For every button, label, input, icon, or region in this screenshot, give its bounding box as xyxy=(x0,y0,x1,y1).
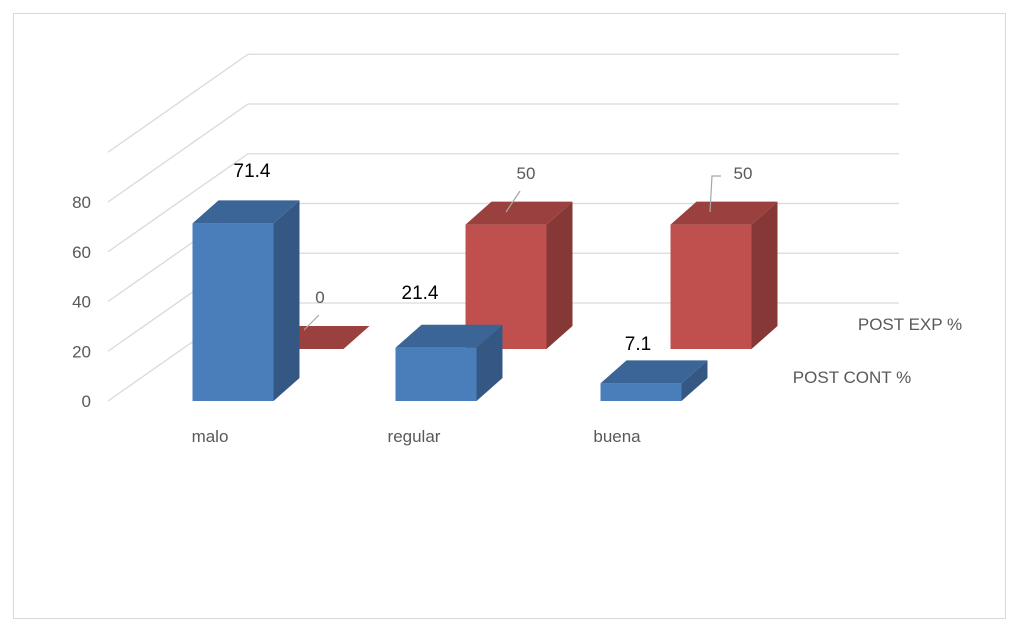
y-tick-label: 40 xyxy=(72,293,91,312)
series-label: POST CONT % xyxy=(793,368,911,387)
series-label: POST EXP % xyxy=(858,315,962,334)
bar-post-cont xyxy=(600,360,708,401)
bar-post-cont xyxy=(395,324,503,401)
leader-line xyxy=(709,175,721,213)
leader-line xyxy=(303,314,320,331)
leader-line xyxy=(505,190,521,213)
y-tick-label: 60 xyxy=(72,243,91,262)
data-label: 0 xyxy=(315,288,324,307)
bar-post-cont-top xyxy=(192,200,300,224)
bar-post-cont-front xyxy=(395,347,477,401)
bar-post-exp xyxy=(670,201,778,349)
y-tick-label: 0 xyxy=(82,392,91,411)
bar-post-cont-top xyxy=(395,324,503,348)
bar-post-cont-side xyxy=(273,200,300,401)
bar-post-cont-side xyxy=(681,360,708,401)
bar-post-exp-front xyxy=(670,224,752,349)
bar-post-cont xyxy=(192,200,300,401)
y-tick-label: 80 xyxy=(72,193,91,212)
y-tick-label: 20 xyxy=(72,342,91,361)
data-label: 7.1 xyxy=(625,334,651,355)
gridline xyxy=(107,103,899,203)
bar-post-exp-front xyxy=(465,224,547,349)
bar-post-exp-top xyxy=(465,201,573,225)
gridline xyxy=(107,53,249,153)
category-label: malo xyxy=(192,427,229,446)
chart-frame: 0 20 40 60 80 71.4 21.4 7.1 0 50 50 malo regular buen… xyxy=(13,13,1006,619)
bar-post-cont-front xyxy=(600,383,682,401)
bar-post-cont-side xyxy=(476,324,503,401)
bar-post-exp-side xyxy=(751,201,778,349)
bar-post-exp xyxy=(465,201,573,349)
category-label: regular xyxy=(388,427,441,446)
bar-post-cont-top xyxy=(600,360,708,384)
bar-post-cont-front xyxy=(192,223,274,401)
bar-post-exp-top xyxy=(670,201,778,225)
data-label: 71.4 xyxy=(234,161,271,182)
data-label: 50 xyxy=(517,164,536,183)
category-label: buena xyxy=(593,427,641,446)
gridline xyxy=(107,153,899,253)
bar-chart-3d: 0 20 40 60 80 71.4 21.4 7.1 0 50 50 malo regular buen… xyxy=(72,53,962,446)
bar-post-exp-side xyxy=(546,201,573,349)
data-label: 21.4 xyxy=(402,283,439,304)
data-label: 50 xyxy=(734,164,753,183)
